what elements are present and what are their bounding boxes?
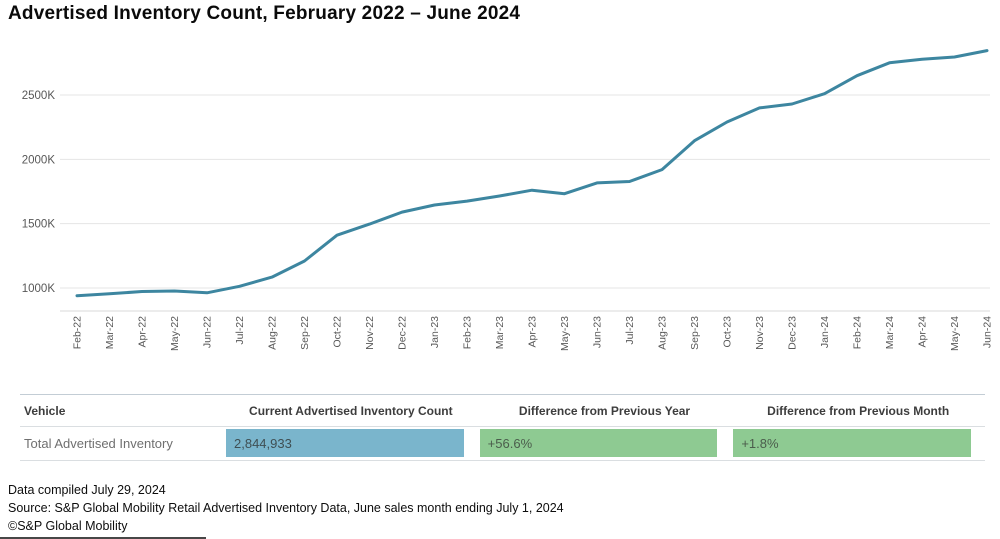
footer-notes: Data compiled July 29, 2024 Source: S&P … bbox=[8, 481, 564, 535]
x-axis-tick-label: Jan-23 bbox=[429, 316, 441, 348]
x-axis-tick-label: Dec-22 bbox=[397, 316, 409, 350]
x-axis-tick-label: Feb-23 bbox=[462, 316, 474, 349]
x-axis-tick-label: May-24 bbox=[949, 316, 961, 351]
x-axis-tick-label: Oct-23 bbox=[722, 316, 734, 348]
footer-compiled-date: Data compiled July 29, 2024 bbox=[8, 483, 166, 497]
x-axis-tick-label: Apr-22 bbox=[137, 316, 149, 348]
x-axis-tick-label: Sep-22 bbox=[299, 316, 311, 350]
x-axis-tick-label: Mar-22 bbox=[104, 316, 116, 349]
column-header-diff-prev-year: Difference from Previous Year bbox=[518, 403, 691, 418]
x-axis-tick-label: May-22 bbox=[169, 316, 181, 351]
summary-table: Vehicle Current Advertised Inventory Cou… bbox=[20, 394, 985, 461]
x-axis-tick-label: Jun-23 bbox=[592, 316, 604, 348]
y-axis-tick-label: 2000K bbox=[22, 154, 56, 166]
x-axis-tick-label: Aug-22 bbox=[267, 316, 279, 350]
x-axis-tick-label: Oct-22 bbox=[332, 316, 344, 348]
bottom-border-line bbox=[0, 537, 206, 539]
inventory-trend-line bbox=[75, 49, 989, 298]
x-axis-tick-label: Apr-24 bbox=[917, 316, 929, 348]
x-axis-tick-label: Feb-22 bbox=[72, 316, 84, 349]
footer-source: Source: S&P Global Mobility Retail Adver… bbox=[8, 501, 564, 515]
footer-copyright: ©S&P Global Mobility bbox=[8, 519, 128, 533]
y-axis-tick-label: 2500K bbox=[22, 90, 56, 102]
diff-prev-year-value-bar: +56.6% bbox=[479, 429, 718, 457]
column-header-current-count: Current Advertised Inventory Count bbox=[249, 403, 453, 418]
column-header-vehicle: Vehicle bbox=[24, 403, 66, 418]
diff-prev-year-cell: +56.6% bbox=[478, 427, 732, 460]
page-title: Advertised Inventory Count, February 202… bbox=[8, 3, 521, 24]
x-axis-tick-label: Jun-24 bbox=[982, 316, 994, 348]
table-header-row: Vehicle Current Advertised Inventory Cou… bbox=[20, 395, 985, 427]
table-row: Total Advertised Inventory 2,844,933 +56… bbox=[20, 427, 985, 461]
x-axis-tick-label: May-23 bbox=[559, 316, 571, 351]
x-axis-tick-label: Jun-22 bbox=[202, 316, 214, 348]
current-count-value-bar: 2,844,933 bbox=[226, 429, 464, 457]
x-axis-tick-label: Jul-23 bbox=[624, 316, 636, 345]
current-count-cell: 2,844,933 bbox=[224, 427, 478, 460]
diff-prev-month-value-bar: +1.8% bbox=[733, 429, 972, 457]
x-axis-tick-label: Nov-23 bbox=[754, 316, 766, 350]
x-axis-tick-label: Aug-23 bbox=[657, 316, 669, 350]
x-axis-tick-label: Apr-23 bbox=[527, 316, 539, 348]
x-axis-tick-label: Feb-24 bbox=[852, 316, 864, 349]
x-axis-tick-label: Nov-22 bbox=[364, 316, 376, 350]
inventory-line-chart: 1000K 1500K 2000K 2500K Feb-22 Mar-22 Apr-22 Ma… bbox=[22, 49, 994, 351]
diff-prev-month-cell: +1.8% bbox=[731, 427, 985, 460]
x-axis-tick-label: Jul-22 bbox=[234, 316, 246, 345]
x-axis-tick-label: Dec-23 bbox=[787, 316, 799, 350]
x-axis-tick-label: Mar-23 bbox=[494, 316, 506, 349]
x-axis-tick-label: Mar-24 bbox=[884, 316, 896, 349]
x-axis-tick-label: Jan-24 bbox=[819, 316, 831, 348]
column-header-diff-prev-month: Difference from Previous Month bbox=[767, 403, 950, 418]
y-axis-tick-label: 1000K bbox=[22, 283, 56, 295]
x-axis-tick-label: Sep-23 bbox=[689, 316, 701, 350]
vehicle-cell: Total Advertised Inventory bbox=[24, 436, 173, 451]
y-axis-tick-label: 1500K bbox=[22, 219, 56, 231]
